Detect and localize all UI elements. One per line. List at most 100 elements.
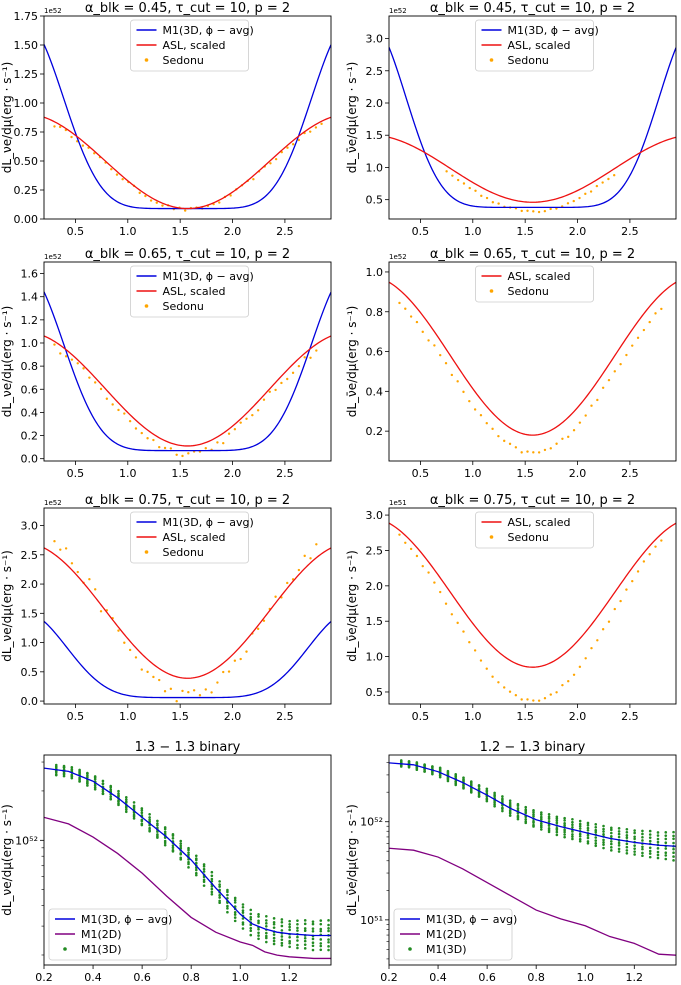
scatter-point-m1-3d [257,912,260,916]
scatter-point-m1-3d [303,947,307,950]
legend-label: ASL, scaled [163,39,226,52]
scatter-point-m1-3d [163,841,167,845]
scatter-point-m1-3d [539,815,543,819]
x-tick-label: 2.5 [621,710,639,723]
scatter-point-m1-3d [296,926,299,930]
sedonu-point [590,404,593,407]
sedonu-point [64,355,68,358]
sedonu-point [138,191,141,195]
scatter-point-m1-3d [563,828,566,832]
scatter-point-m1-3d [280,941,284,945]
sedonu-point [146,437,149,440]
scatter-point-m1-3d [508,809,512,812]
y-tick-label: 1.75 [14,10,39,23]
scatter-point-m1-3d [117,792,120,795]
sedonu-point [589,190,593,193]
sedonu-point [183,209,187,212]
scatter-point-m1-3d [327,940,330,944]
scatter-point-m1-3d [148,812,151,816]
scatter-point-m1-3d [571,820,574,824]
scatter-point-m1-3d [571,817,574,821]
legend-label: ASL, scaled [163,531,226,544]
y-tick-label: 2.0 [366,97,384,110]
legend-label: M1(3D) [426,943,467,956]
sedonu-point [503,439,506,443]
scatter-point-m1-3d [672,841,675,845]
scatter-point-m1-3d [132,801,136,804]
scatter-point-m1-3d [202,870,206,873]
scatter-point-m1-3d [571,823,574,827]
scatter-point-m1-3d [594,830,598,834]
scatter-point-m1-3d [516,814,520,818]
scatter-point-m1-3d [641,851,644,855]
scatter-point-m1-3d [571,833,574,836]
sedonu-point [81,144,85,147]
scatter-point-m1-3d [586,823,590,827]
scatter-point-m1-3d [454,772,458,776]
scatter-point-m1-3d [532,813,535,816]
legend-box [475,19,594,72]
axis-multiplier: 1e52 [44,253,62,261]
scatter-point-m1-3d [656,831,660,834]
scatter-point-m1-3d [625,830,629,834]
scatter-point-m1-3d [563,824,566,827]
scatter-point-m1-3d [265,922,268,925]
y-tick-label: 1.2 [21,314,39,327]
y-tick-label: 3.0 [21,520,39,533]
axis-multiplier: 1e52 [389,7,407,15]
scatter-point-m1-3d [648,846,652,850]
scatter-point-m1-3d [156,830,159,833]
scatter-point-m1-3d [218,896,221,899]
scatter-point-m1-3d [327,923,330,927]
scatter-point-m1-3d [555,833,559,837]
y-tick-label: 0.00 [14,213,39,226]
scatter-point-m1-3d [594,828,598,832]
scatter-point-m1-3d [563,830,566,834]
scatter-point-m1-3d [578,837,582,841]
sedonu-point [578,665,582,669]
scatter-point-m1-3d [571,825,574,829]
scatter-point-m1-3d [407,759,411,763]
scatter-point-m1-3d [469,780,473,783]
scatter-point-m1-3d [233,898,237,902]
sedonu-point [619,362,622,366]
scatter-point-m1-3d [539,824,543,827]
sedonu-point [53,343,56,346]
sedonu-point [520,698,523,701]
scatter-point-m1-3d [303,922,307,926]
scatter-point-m1-3d [501,806,504,810]
scatter-point-m1-3d [171,833,175,836]
scatter-point-m1-3d [633,847,636,850]
chart-title: 1.3 − 1.3 binary [135,740,241,755]
x-tick-label: 0.5 [412,467,430,480]
sedonu-point [473,408,477,411]
plot-area [389,759,676,956]
scatter-point-m1-3d [202,884,206,887]
sedonu-point [543,209,547,213]
chart-title: α_blk = 0.45, τ_cut = 10, p = 2 [430,1,635,16]
sedonu-point [239,657,242,661]
sedonu-point [572,429,576,432]
scatter-point-m1-3d [399,759,403,762]
sedonu-point [291,143,295,146]
sedonu-point [479,659,483,662]
scatter-point-m1-3d [327,945,330,948]
y-tick-label: 2.0 [21,578,39,591]
legend-label: Sedonu [508,531,549,544]
sedonu-point [497,434,500,438]
legend: M1(3D, ϕ − avg) ASL, scaled Sedonu [130,19,254,72]
scatter-point-m1-3d [311,922,315,926]
y-tick-label: 1.0 [366,161,384,174]
sedonu-point [520,209,523,213]
axes-frame [388,261,677,462]
scatter-point-m1-3d [233,919,237,923]
sedonu-point [595,184,599,188]
scatter-point-m1-3d [641,835,644,839]
series-line-m1-2d- [389,847,676,956]
scatter-point-m1-3d [547,826,551,830]
y-tick-label: 0.8 [366,306,384,319]
sedonu-point [204,688,207,691]
scatter-point-m1-3d [117,789,120,793]
sedonu-point [532,699,535,702]
sedonu-point [409,547,413,551]
